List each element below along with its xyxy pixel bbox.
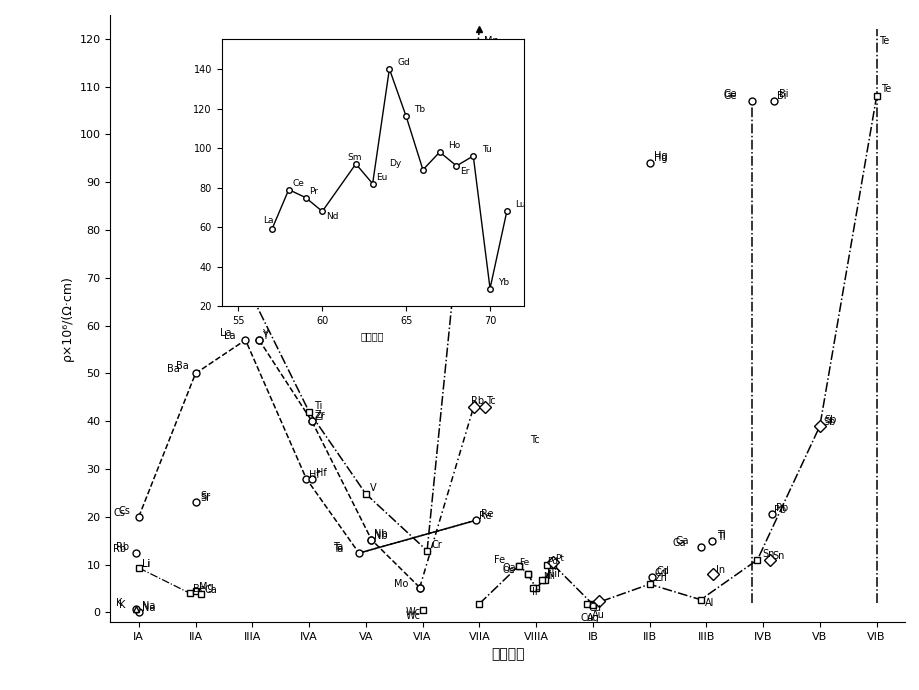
Text: Cr: Cr bbox=[431, 540, 442, 550]
Text: Y: Y bbox=[262, 331, 267, 341]
Text: Tl: Tl bbox=[716, 532, 724, 542]
Text: Sr: Sr bbox=[199, 493, 210, 504]
Text: Bi: Bi bbox=[778, 88, 788, 99]
Text: Ba: Ba bbox=[167, 364, 180, 375]
Text: □ 原子序数: □ 原子序数 bbox=[255, 286, 290, 297]
Text: Hg: Hg bbox=[653, 152, 667, 163]
Text: Sn: Sn bbox=[772, 551, 784, 561]
Text: Re: Re bbox=[479, 511, 492, 521]
Text: Cu: Cu bbox=[580, 613, 593, 623]
Text: Cd: Cd bbox=[656, 566, 669, 575]
Text: Te: Te bbox=[880, 84, 891, 94]
Text: Tc: Tc bbox=[485, 397, 495, 406]
Text: Sb: Sb bbox=[823, 417, 834, 427]
Text: Cu: Cu bbox=[587, 603, 601, 613]
Text: K: K bbox=[119, 600, 125, 610]
Text: Li: Li bbox=[142, 559, 151, 569]
Text: Ga: Ga bbox=[675, 536, 688, 546]
Text: Hf: Hf bbox=[309, 470, 320, 480]
Text: Au: Au bbox=[592, 610, 605, 620]
X-axis label: 元素族号: 元素族号 bbox=[491, 647, 524, 661]
Text: La: La bbox=[223, 331, 235, 341]
Text: Ba: Ba bbox=[176, 361, 188, 371]
Text: Zn: Zn bbox=[653, 573, 666, 583]
Text: Al: Al bbox=[705, 598, 714, 609]
Text: Ag: Ag bbox=[585, 613, 598, 623]
Text: Pt: Pt bbox=[554, 554, 563, 563]
Text: Pb: Pb bbox=[774, 505, 786, 515]
Text: Y: Y bbox=[262, 329, 267, 339]
Text: Ca: Ca bbox=[204, 584, 217, 595]
Text: Li: Li bbox=[142, 559, 151, 569]
Text: Mg: Mg bbox=[199, 582, 213, 592]
Text: Bi: Bi bbox=[777, 90, 786, 101]
Text: Ti: Ti bbox=[313, 401, 322, 411]
Text: Rb: Rb bbox=[471, 397, 483, 406]
Text: Na: Na bbox=[142, 602, 155, 613]
Text: Te: Te bbox=[879, 36, 889, 46]
Text: Ir: Ir bbox=[531, 586, 538, 597]
Text: Zr: Zr bbox=[314, 412, 325, 422]
Text: Oa: Oa bbox=[502, 563, 515, 573]
Text: Fe: Fe bbox=[493, 555, 505, 564]
Text: Hf: Hf bbox=[316, 468, 327, 477]
Text: Cs: Cs bbox=[119, 506, 130, 516]
Text: Mn: Mn bbox=[483, 36, 498, 46]
Text: Pb: Pb bbox=[776, 503, 788, 513]
Text: Ge: Ge bbox=[722, 90, 736, 101]
Text: Na: Na bbox=[142, 601, 154, 611]
Text: Sb: Sb bbox=[823, 415, 836, 425]
Text: Ta: Ta bbox=[333, 544, 344, 554]
Text: Sc: Sc bbox=[226, 286, 238, 296]
Text: V: V bbox=[370, 483, 377, 493]
Text: Wc: Wc bbox=[405, 607, 420, 617]
Text: Tc: Tc bbox=[530, 435, 539, 445]
Text: Sr: Sr bbox=[199, 491, 210, 502]
Text: Rb: Rb bbox=[116, 542, 129, 552]
Text: Rb: Rb bbox=[113, 544, 126, 553]
Text: Cd: Cd bbox=[653, 568, 666, 578]
Text: Ga: Ga bbox=[672, 538, 685, 549]
Text: K: K bbox=[116, 598, 122, 608]
Text: Be: Be bbox=[193, 584, 206, 594]
Text: Zr: Zr bbox=[314, 411, 325, 420]
Text: In: In bbox=[715, 565, 724, 575]
Text: Tl: Tl bbox=[716, 530, 724, 540]
Text: Ge: Ge bbox=[722, 88, 736, 99]
Text: Sn: Sn bbox=[761, 549, 774, 559]
Y-axis label: ρ×10⁶/(Ω·cm): ρ×10⁶/(Ω·cm) bbox=[61, 275, 74, 362]
Text: Cs: Cs bbox=[113, 508, 125, 518]
Text: Ta: Ta bbox=[333, 542, 344, 552]
Text: Nb: Nb bbox=[374, 529, 388, 539]
Text: Mo: Mo bbox=[393, 578, 408, 589]
Text: Wc: Wc bbox=[405, 611, 420, 620]
Text: Pd: Pd bbox=[547, 557, 558, 566]
Text: Re: Re bbox=[481, 509, 493, 519]
Text: Nil: Nil bbox=[547, 569, 560, 579]
Text: Hg: Hg bbox=[653, 150, 667, 161]
Text: Sc: Sc bbox=[230, 286, 241, 297]
Text: La: La bbox=[220, 328, 232, 337]
Text: Fe: Fe bbox=[518, 558, 528, 566]
Text: Nil: Nil bbox=[543, 572, 555, 581]
Text: Oa: Oa bbox=[502, 566, 514, 575]
Text: Nb: Nb bbox=[374, 531, 388, 541]
